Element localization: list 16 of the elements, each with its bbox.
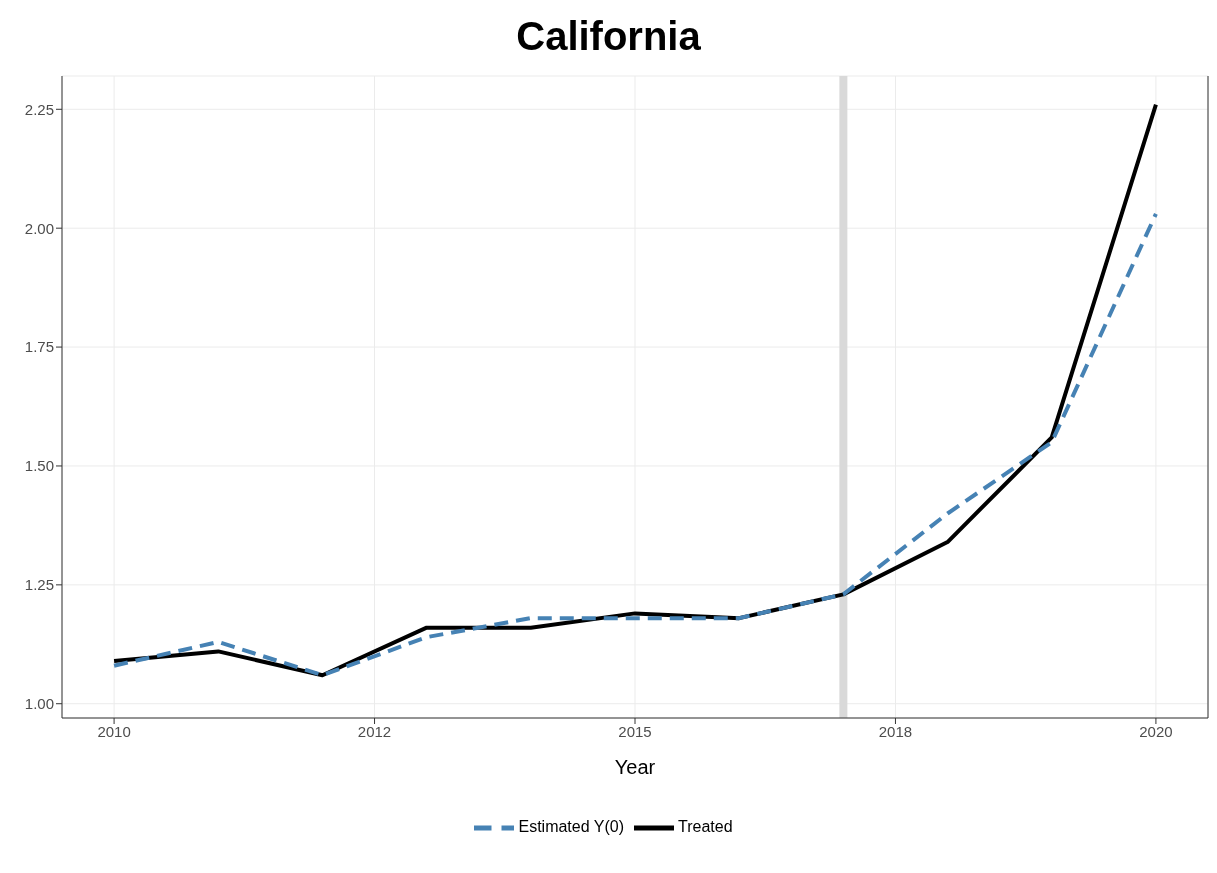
x-axis-title: Year — [614, 756, 656, 778]
legend-label: Treated — [677, 818, 733, 836]
y-tick-label: 1.25 — [24, 576, 54, 594]
x-tick-label: 2018 — [878, 722, 913, 740]
y-tick-label: 1.50 — [24, 457, 54, 475]
line-series — [112, 211, 1158, 678]
y-tick-label: 1.00 — [24, 695, 54, 713]
y-tick-label: 2.00 — [24, 219, 54, 237]
chart-title: California — [515, 13, 702, 60]
x-tick-label: 2020 — [1139, 722, 1173, 740]
y-tick-label: 1.75 — [24, 338, 54, 356]
x-tick-label: 2012 — [357, 722, 392, 740]
x-tick-label: 2010 — [97, 722, 131, 740]
y-tick-label: 2.25 — [24, 100, 54, 118]
legend-label: Estimated Y(0) — [518, 818, 624, 836]
x-tick-label: 2015 — [618, 722, 652, 740]
